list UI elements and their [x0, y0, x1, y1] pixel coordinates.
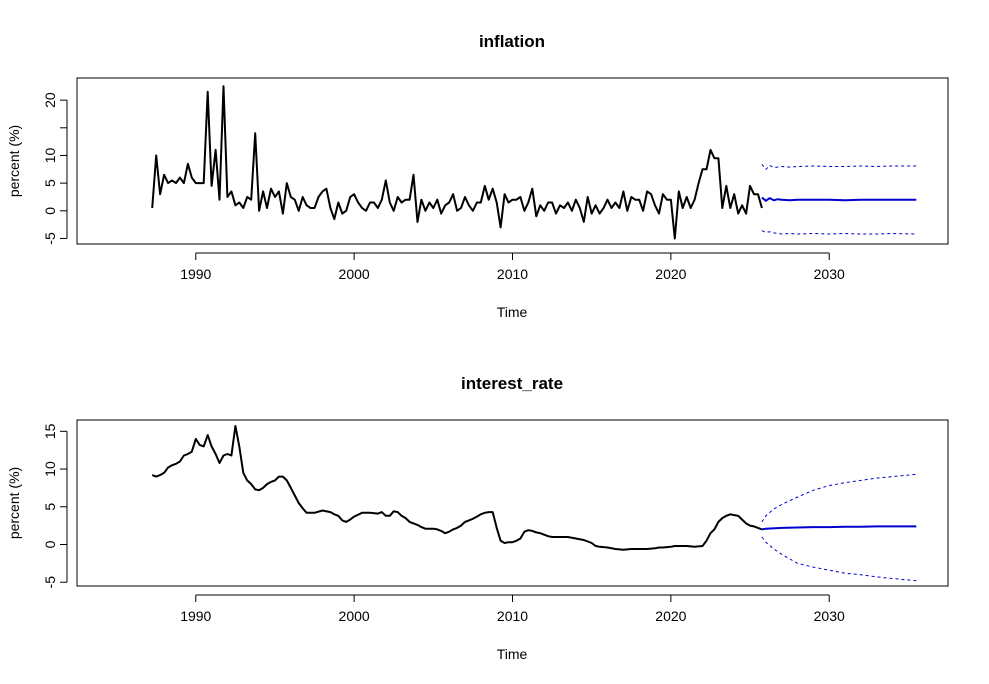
interest-rate-x-tick-label: 2020 — [655, 608, 686, 624]
inflation-forecast-line — [761, 196, 917, 202]
inflation-y-tick-label: 10 — [42, 147, 58, 163]
interest-rate-axes: 1990 2000 2010 2020 2030 -5 0 5 10 15 — [42, 423, 845, 624]
inflation-upper-bound-line — [761, 163, 917, 170]
interest-rate-y-tick-label: 5 — [42, 503, 58, 511]
interest-rate-series — [151, 425, 917, 582]
interest-rate-panel: interest_rate Time percent (%) 1990 2000 2… — [6, 374, 949, 662]
inflation-x-tick-label: 2010 — [497, 266, 528, 282]
inflation-lower-bound-line — [761, 230, 917, 235]
inflation-x-tick-label: 2000 — [339, 266, 370, 282]
inflation-y-tick-label: 5 — [42, 179, 58, 187]
interest-rate-observed-line — [151, 425, 763, 551]
interest-rate-upper-bound-line — [761, 473, 917, 523]
inflation-y-tick-label: 0 — [42, 207, 58, 215]
inflation-chart-title: inflation — [479, 32, 545, 51]
inflation-plot-frame — [76, 77, 949, 245]
interest-rate-plot-frame — [76, 419, 949, 587]
inflation-y-tick-label: 20 — [42, 92, 58, 108]
interest-rate-y-tick-label: -5 — [42, 576, 58, 589]
inflation-observed-line — [151, 85, 763, 240]
interest-rate-x-axis-label: Time — [497, 646, 528, 662]
inflation-x-tick-label: 1990 — [180, 266, 211, 282]
interest-rate-lower-bound-line — [761, 536, 917, 582]
interest-rate-chart-title: interest_rate — [461, 374, 563, 393]
interest-rate-x-tick-label: 2010 — [497, 608, 528, 624]
interest-rate-y-tick-label: 15 — [42, 423, 58, 439]
interest-rate-y-tick-label: 0 — [42, 540, 58, 548]
inflation-axes: 1990 2000 2010 2020 2030 -5 0 5 10 20 — [42, 92, 845, 282]
interest-rate-x-tick-label: 1990 — [180, 608, 211, 624]
inflation-series — [151, 85, 917, 240]
interest-rate-x-tick-label: 2030 — [814, 608, 845, 624]
inflation-x-tick-label: 2030 — [814, 266, 845, 282]
interest-rate-y-axis-label: percent (%) — [6, 467, 22, 539]
interest-rate-x-tick-label: 2000 — [339, 608, 370, 624]
inflation-x-axis-label: Time — [497, 304, 528, 320]
inflation-panel: inflation Time percent (%) 1990 2000 2010 2… — [6, 32, 949, 320]
inflation-y-tick-label: -5 — [42, 232, 58, 245]
interest-rate-y-tick-label: 10 — [42, 461, 58, 477]
inflation-x-tick-label: 2020 — [655, 266, 686, 282]
interest-rate-forecast-line — [761, 525, 917, 531]
inflation-y-axis-label: percent (%) — [6, 125, 22, 197]
